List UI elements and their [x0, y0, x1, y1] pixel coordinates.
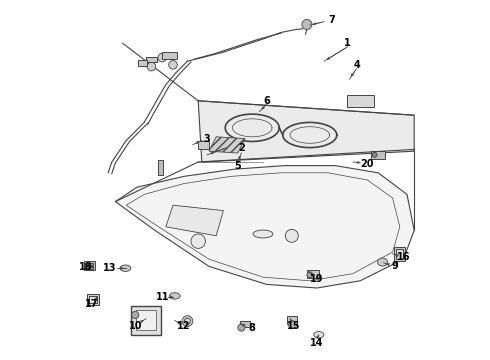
Text: 6: 6 [263, 96, 270, 106]
Bar [394, 247, 405, 261]
Circle shape [147, 62, 156, 71]
Polygon shape [209, 137, 245, 153]
Ellipse shape [377, 258, 388, 266]
Bar [158, 160, 163, 175]
Text: 17: 17 [85, 299, 99, 309]
Text: 4: 4 [353, 60, 360, 70]
Bar [90, 266, 94, 269]
Text: 20: 20 [361, 159, 374, 169]
Text: 14: 14 [310, 338, 324, 348]
Bar [396, 249, 403, 259]
FancyBboxPatch shape [131, 306, 161, 335]
Bar [162, 52, 176, 59]
Bar [347, 94, 374, 107]
Circle shape [132, 311, 139, 319]
Circle shape [307, 272, 313, 278]
Text: 10: 10 [128, 321, 142, 331]
Bar [136, 310, 156, 330]
Bar [287, 316, 297, 324]
Circle shape [191, 234, 205, 248]
Circle shape [238, 324, 245, 331]
Bar [89, 296, 98, 303]
Text: 3: 3 [204, 134, 211, 144]
Bar [85, 266, 88, 269]
Polygon shape [198, 101, 414, 162]
Circle shape [289, 321, 296, 329]
Text: 7: 7 [328, 15, 335, 25]
Ellipse shape [253, 230, 273, 238]
Circle shape [185, 318, 190, 324]
Text: 11: 11 [155, 292, 169, 302]
Bar [371, 151, 386, 159]
Circle shape [169, 60, 177, 69]
Circle shape [285, 229, 298, 242]
Bar [240, 321, 250, 327]
Bar [146, 57, 157, 62]
Polygon shape [116, 166, 414, 288]
Text: 2: 2 [238, 143, 245, 153]
Text: 5: 5 [234, 161, 241, 171]
Ellipse shape [170, 293, 180, 299]
Bar [84, 261, 95, 270]
Text: 19: 19 [310, 274, 324, 284]
Text: 15: 15 [287, 321, 300, 331]
Bar [87, 294, 99, 305]
Bar [85, 263, 88, 265]
Text: 13: 13 [103, 263, 117, 273]
Polygon shape [166, 205, 223, 236]
Circle shape [302, 19, 312, 30]
Circle shape [158, 53, 167, 62]
Text: 18: 18 [79, 262, 93, 272]
Bar [138, 60, 147, 66]
Text: 12: 12 [177, 321, 191, 331]
Text: 9: 9 [391, 261, 398, 271]
Ellipse shape [314, 332, 324, 338]
Bar [198, 141, 209, 149]
Text: 8: 8 [249, 323, 256, 333]
Circle shape [372, 152, 377, 157]
Ellipse shape [120, 265, 131, 271]
Text: 16: 16 [396, 252, 410, 262]
Text: 1: 1 [344, 38, 351, 48]
Bar [90, 263, 94, 265]
Circle shape [182, 316, 193, 327]
Bar [307, 270, 319, 278]
